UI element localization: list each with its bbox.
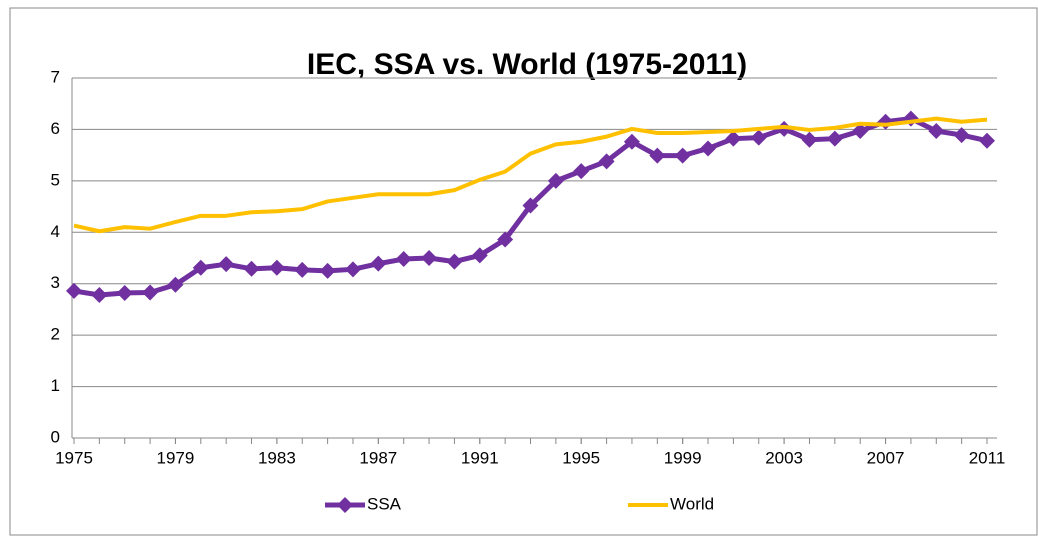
data-point [243, 260, 260, 277]
x-tick-label: 1999 [664, 448, 702, 467]
data-point [573, 163, 590, 180]
data-point [116, 284, 133, 301]
y-tick-label: 2 [51, 325, 60, 344]
x-tick-label: 1975 [55, 448, 93, 467]
data-point [928, 122, 945, 139]
y-tick-label: 5 [51, 170, 60, 189]
data-point [142, 284, 159, 301]
y-tick-label: 4 [51, 222, 60, 241]
data-point [192, 259, 209, 276]
data-point [294, 261, 311, 278]
data-point [471, 247, 488, 264]
data-point [979, 132, 995, 149]
data-point [91, 287, 108, 304]
data-point [344, 261, 361, 278]
data-point [750, 129, 767, 146]
chart-title: IEC, SSA vs. World (1975-2011) [307, 48, 747, 81]
data-point [218, 256, 235, 273]
x-tick-label: 1979 [157, 448, 195, 467]
x-tick-label: 1995 [562, 448, 600, 467]
y-tick-label: 3 [51, 273, 60, 292]
data-point [649, 147, 666, 164]
data-point [319, 262, 336, 279]
data-point [522, 197, 539, 214]
legend-marker [337, 497, 353, 513]
x-tick-label: 2011 [969, 448, 1006, 467]
y-tick-label: 1 [51, 376, 60, 395]
x-tick-label: 1991 [461, 448, 499, 467]
data-point [268, 259, 285, 276]
y-tick-label: 6 [51, 119, 60, 138]
data-point [66, 282, 82, 299]
data-point [953, 127, 970, 144]
data-point [725, 130, 742, 147]
data-point [497, 231, 514, 248]
x-tick-label: 1983 [258, 448, 296, 467]
data-point [776, 120, 793, 137]
data-point [826, 130, 843, 147]
y-tick-label: 0 [51, 427, 60, 446]
data-point [700, 140, 717, 157]
x-tick-label: 2003 [765, 448, 803, 467]
chart-frame [9, 7, 1038, 536]
data-point [421, 250, 438, 266]
data-point [167, 276, 184, 293]
data-point [801, 131, 818, 148]
data-point [623, 133, 640, 150]
data-point [446, 253, 463, 270]
data-point [547, 172, 564, 189]
data-point [852, 122, 869, 139]
x-tick-label: 2007 [867, 448, 905, 467]
data-point [598, 153, 615, 170]
data-point [370, 255, 387, 272]
data-point [395, 251, 412, 268]
y-tick-label: 7 [51, 67, 60, 86]
x-tick-label: 1987 [359, 448, 397, 467]
legend-label: SSA [367, 494, 402, 513]
data-point [674, 147, 691, 164]
series-line [73, 116, 988, 234]
legend-label: World [670, 494, 714, 513]
